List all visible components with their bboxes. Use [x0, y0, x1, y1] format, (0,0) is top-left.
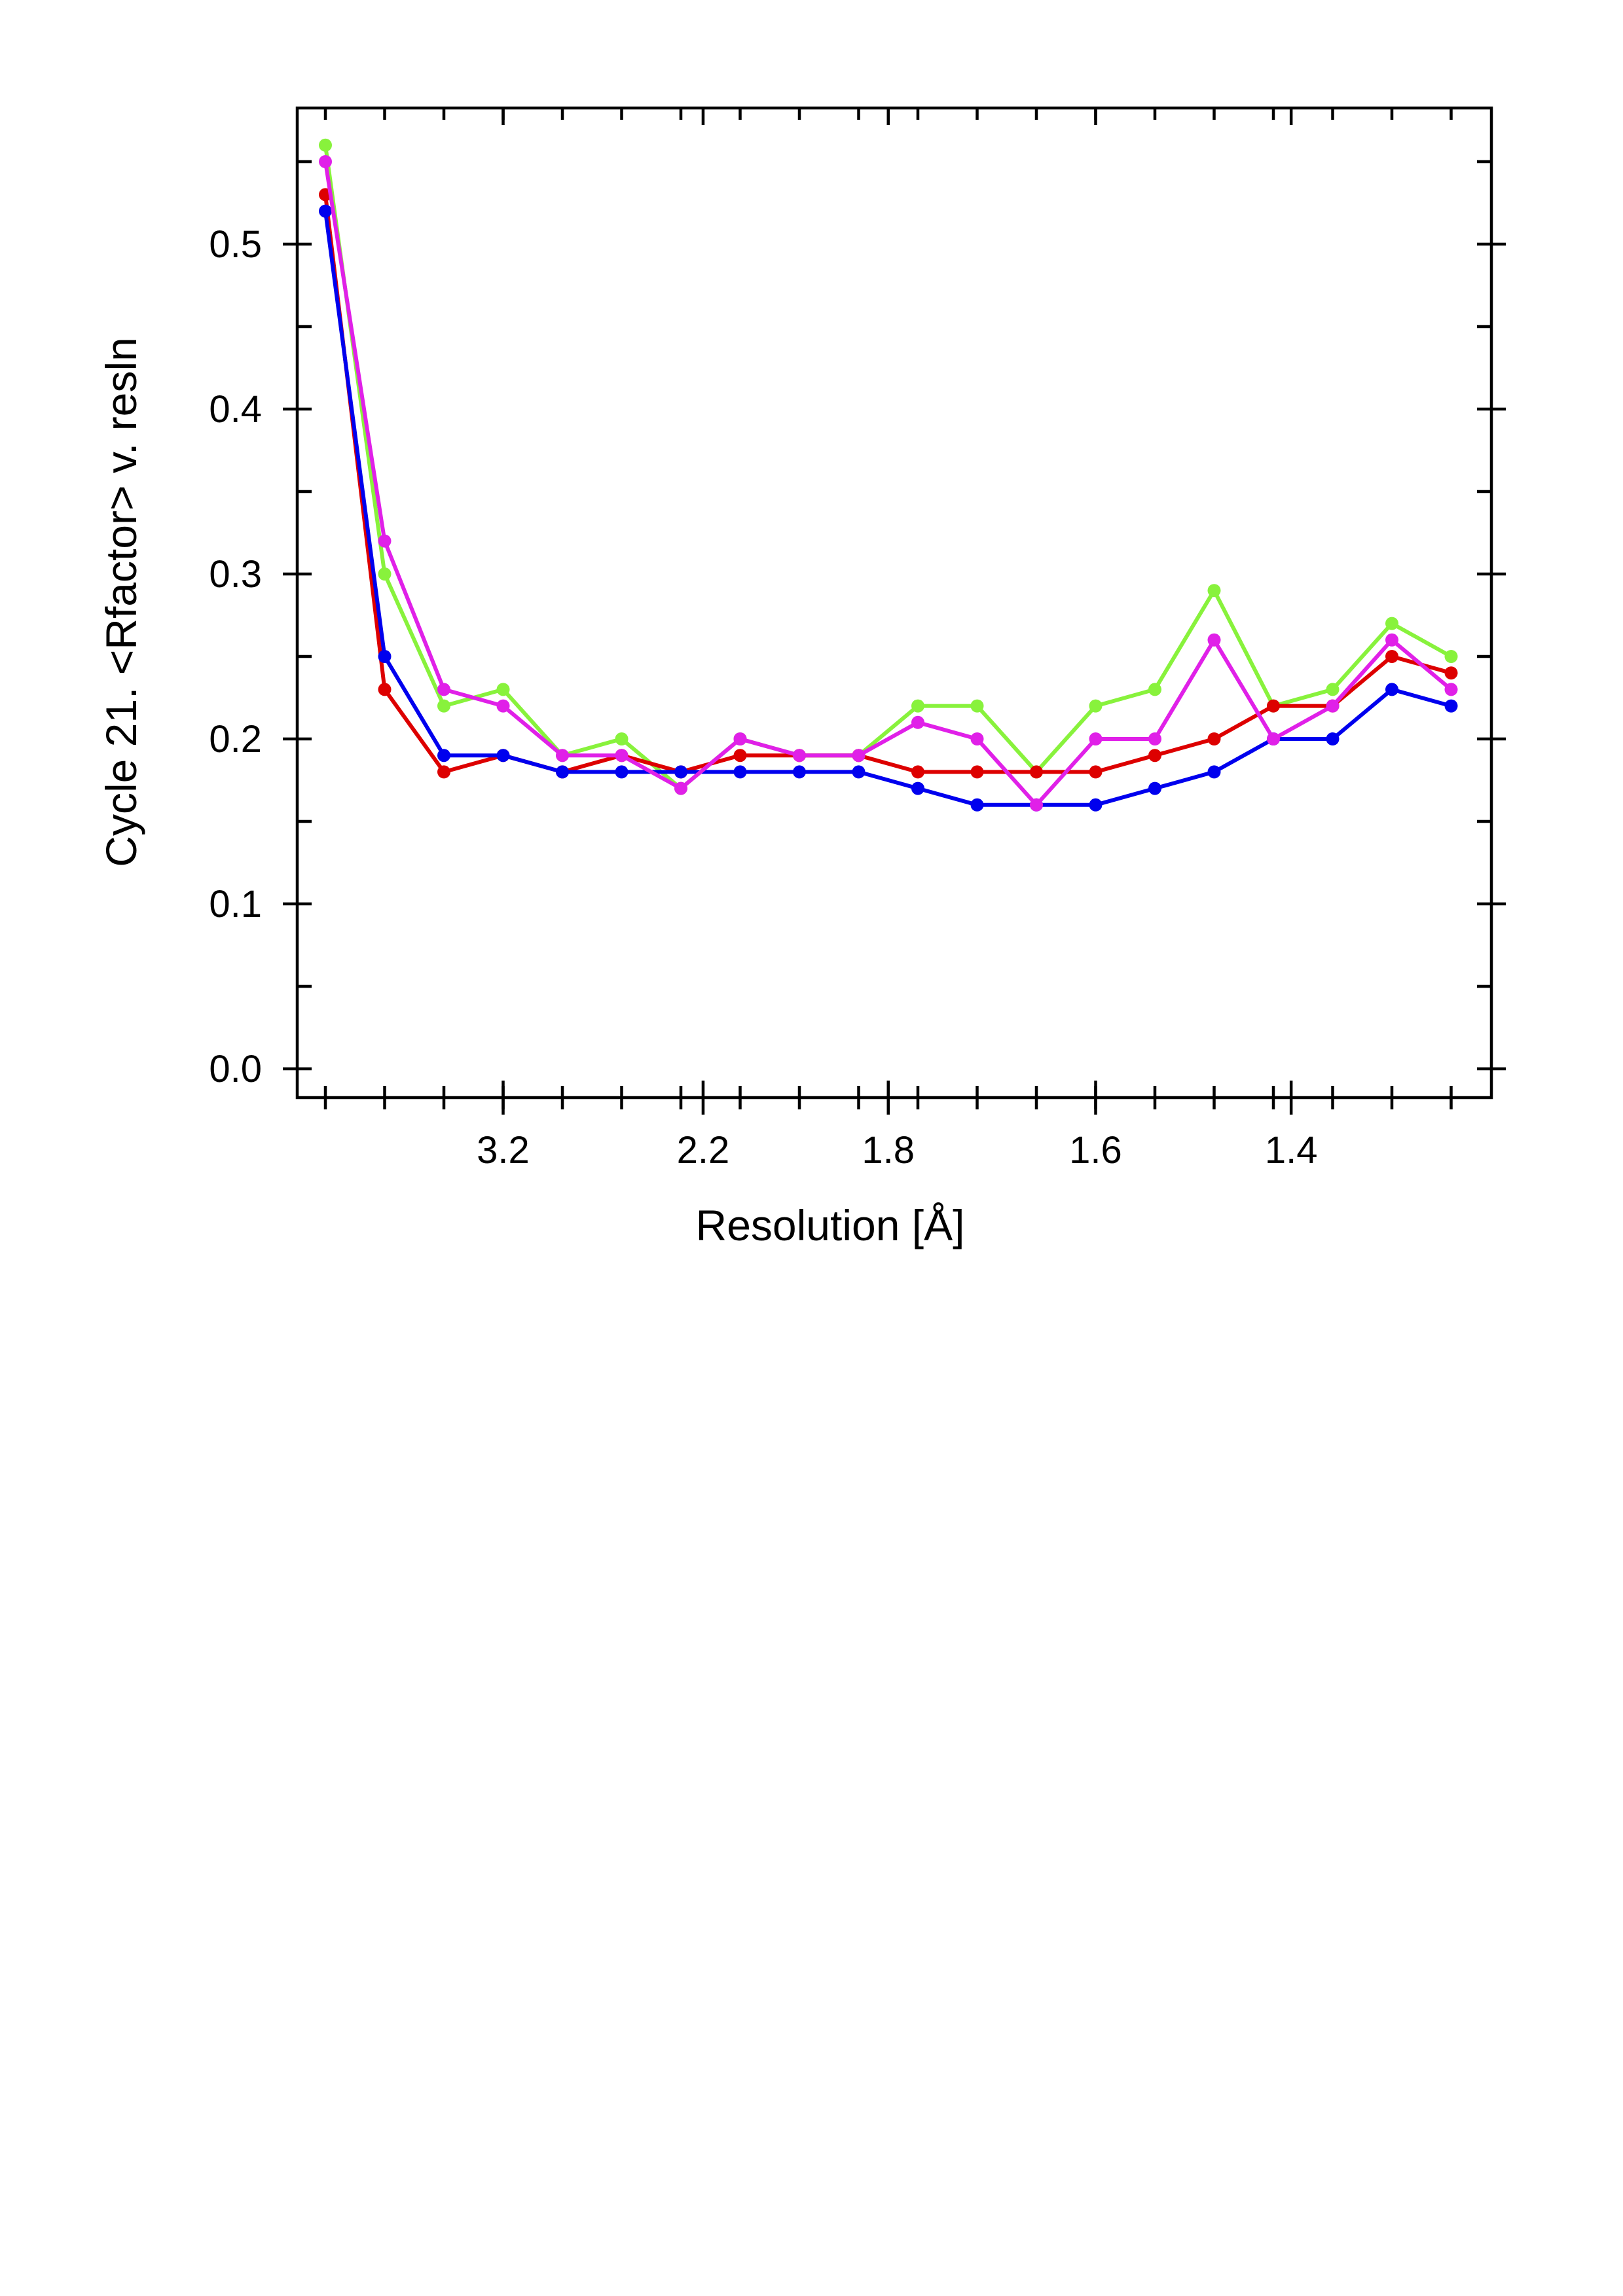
data-point [733, 749, 747, 762]
series-line [323, 161, 1453, 807]
x-tick-label: 1.4 [1265, 1129, 1318, 1172]
x-tick-label: 2.2 [677, 1129, 730, 1172]
data-point [1207, 633, 1221, 647]
data-point [1030, 798, 1043, 812]
data-point [615, 749, 629, 762]
data-point [970, 798, 984, 812]
data-point [970, 699, 984, 713]
data-point [1267, 732, 1280, 745]
data-point [852, 749, 866, 762]
data-point [319, 204, 332, 218]
data-point [1030, 765, 1043, 779]
data-point [1089, 798, 1103, 812]
data-point [970, 765, 984, 779]
data-point [674, 781, 687, 795]
x-tick-label: 3.2 [477, 1129, 530, 1172]
data-point [556, 749, 569, 762]
y-tick-label: 0.1 [209, 883, 262, 925]
data-point [733, 732, 747, 745]
x-tick-label: 1.6 [1069, 1129, 1122, 1172]
data-point [378, 534, 392, 548]
data-point [1207, 732, 1221, 745]
data-point [437, 699, 450, 713]
data-point [437, 765, 450, 779]
data-point [1385, 683, 1398, 696]
data-point [852, 765, 866, 779]
data-point [378, 567, 392, 581]
x-tick-label: 1.8 [862, 1129, 915, 1172]
data-point [1089, 732, 1103, 745]
data-point [1385, 650, 1398, 663]
series-line [323, 194, 1452, 774]
data-point [437, 749, 450, 762]
y-axis-title: Cycle 21. <Rfactor> v. resln [97, 337, 145, 867]
data-point [1089, 765, 1103, 779]
data-point [970, 732, 984, 745]
data-point [1267, 699, 1280, 713]
plot-frame [295, 106, 1493, 1100]
data-point [615, 732, 629, 745]
x-axis: 3.2 2.2 1.8 1.6 1.4 [323, 108, 1453, 1172]
data-point [437, 683, 450, 696]
data-point [1207, 584, 1221, 598]
data-point [1326, 699, 1340, 713]
data-point [496, 699, 510, 713]
series-2 [319, 188, 1458, 779]
data-point [1444, 699, 1458, 713]
data-point [793, 749, 806, 762]
y-tick-label: 0.2 [209, 718, 262, 761]
data-point [378, 683, 392, 696]
y-tick-label: 0.0 [209, 1048, 262, 1090]
data-point [1148, 781, 1161, 795]
y-tick-label: 0.3 [209, 553, 262, 596]
series-1 [319, 138, 1458, 795]
series-layer [319, 138, 1458, 812]
data-point [1148, 732, 1161, 745]
data-point [615, 765, 629, 779]
data-point [319, 138, 332, 152]
data-point [1326, 683, 1340, 696]
data-point [1148, 749, 1161, 762]
series-3 [319, 204, 1458, 812]
data-point [911, 765, 924, 779]
y-tick-label: 0.5 [209, 223, 262, 266]
data-point [1444, 666, 1458, 680]
y-axis: 0.0 0.1 0.2 0.3 0.4 0.5 [209, 160, 1506, 1090]
data-point [1148, 683, 1161, 696]
data-point [733, 765, 747, 779]
data-point [911, 699, 924, 713]
data-point [1385, 617, 1398, 630]
data-point [496, 749, 510, 762]
data-point [1444, 683, 1458, 696]
series-4 [319, 155, 1458, 812]
data-point [1444, 650, 1458, 663]
data-point [319, 155, 332, 168]
data-point [1089, 699, 1103, 713]
data-point [556, 765, 569, 779]
series-line [323, 211, 1452, 807]
data-point [1326, 732, 1340, 745]
data-point [674, 765, 687, 779]
data-point [911, 715, 924, 729]
y-tick-label: 0.4 [209, 388, 262, 431]
series-line [323, 145, 1452, 791]
data-point [378, 650, 392, 663]
data-point [1385, 633, 1398, 647]
x-axis-title: Resolution [Å] [696, 1201, 965, 1249]
data-point [793, 765, 806, 779]
data-point [911, 781, 924, 795]
data-point [1207, 765, 1221, 779]
data-point [496, 683, 510, 696]
